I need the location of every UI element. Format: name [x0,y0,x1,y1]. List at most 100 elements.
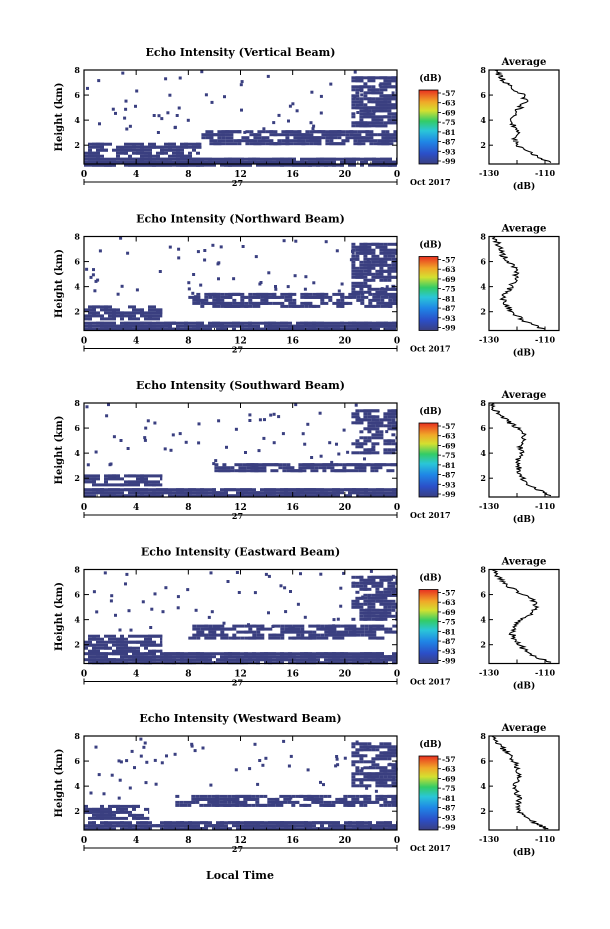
colorbar-tick-label: -81 [442,294,456,303]
average-title: Average [501,723,547,734]
colorbar-tick-label: -57 [442,755,456,764]
x-tick-label: 16 [286,670,299,680]
y-tick-label: 4 [74,115,80,125]
colorbar-tick-label: -63 [442,432,456,441]
x-tick-label: 0 [394,503,400,513]
colorbar-tick-label: -75 [442,618,456,627]
x-tick-label: 20 [339,170,352,180]
colorbar-tick-label: -93 [442,314,456,323]
x-tick-label: 8 [185,836,191,846]
x-tick-label: 12 [234,337,247,347]
average-x-tick-label: -130 [479,668,499,678]
panel-title: Echo Intensity (Northward Beam) [136,213,345,226]
panel-3: Echo Intensity (Southward Beam)0 4 8 12 16 20… [54,379,560,525]
colorbar-tick-label: -93 [442,647,456,656]
panel-title: Echo Intensity (Southward Beam) [136,379,345,392]
colorbar-tick-label: -75 [442,285,456,294]
x-tick-label: 4 [133,503,139,513]
y-tick-label: 6 [74,257,80,267]
colorbar-tick-label: -63 [442,598,456,607]
colorbar-tick-label: -75 [442,451,456,460]
average-profile-line [489,402,552,497]
colorbar-tick-label: -57 [442,89,456,98]
colorbar-tick-label: -57 [442,422,456,431]
average-x-label: (dB) [513,681,535,692]
average-profile-line [491,735,549,830]
x-tick-label: 4 [133,836,139,846]
panel-4: Echo Intensity (Eastward Beam) 0 4 8 12 16 20 0… [54,546,560,692]
average-x-label: (dB) [513,348,535,359]
echo-field [84,70,397,167]
average-y-tick-label: 2 [480,640,486,650]
x-tick-label: 8 [185,337,191,347]
x-tick-label: 16 [286,503,299,513]
average-y-tick-label: 6 [480,257,486,267]
colorbar-tick-label: -93 [442,480,456,489]
average-frame [488,69,560,165]
y-tick-label: 6 [74,423,80,433]
y-tick-label: 8 [74,731,80,741]
x-tick-label: 8 [185,170,191,180]
x-tick-label: 8 [185,670,191,680]
x-tick-label: 20 [339,670,352,680]
y-tick-label: 4 [74,282,80,292]
panel-2: Echo Intensity (Northward Beam)0 4 8 12 16 20… [54,213,560,359]
average-profile-line [491,235,546,330]
colorbar-tick-label: -81 [442,794,456,803]
average-x-tick-label: -110 [535,834,555,844]
x-tick-label: 0 [81,503,87,513]
average-x-label: (dB) [513,514,535,525]
average-x-tick-label: -110 [535,501,555,511]
colorbar [418,422,439,498]
average-frame [488,235,560,332]
colorbar-tick-label: -87 [442,471,456,480]
month-label: Oct 2017 [410,510,451,520]
average-y-tick-label: 8 [480,398,486,408]
x-tick-label: 0 [81,170,87,180]
y-axis-label: Height (km) [54,249,65,318]
average-x-tick-label: -130 [479,335,499,345]
month-label: Oct 2017 [410,843,451,853]
colorbar-tick-label: -63 [442,765,456,774]
colorbar [418,256,439,331]
colorbar-tick-label: -99 [442,490,456,499]
y-tick-label: 6 [74,756,80,766]
colorbar-unit: (dB) [419,406,441,417]
panel-title: Echo Intensity (Westward Beam) [139,712,341,725]
panel-1: Echo Intensity (Vertical Beam) 0 4 8 12 16 20 0… [54,46,560,192]
colorbar-tick-label: -81 [442,128,456,137]
y-tick-label: 4 [74,781,80,791]
average-title: Average [501,57,547,68]
colorbar-tick-label: -81 [442,461,456,470]
y-tick-label: 4 [74,448,80,458]
y-axis-label: Height (km) [54,582,65,651]
colorbar-tick-label: -57 [442,256,456,265]
colorbar-tick-label: -99 [442,657,456,666]
colorbar-tick-label: -93 [442,813,456,822]
x-tick-label: 12 [234,170,247,180]
x-tick-label: 20 [339,836,352,846]
y-tick-label: 2 [74,806,80,816]
average-x-label: (dB) [513,181,535,192]
colorbar-tick-label: -87 [442,304,456,313]
y-tick-label: 8 [74,565,80,575]
average-title: Average [501,390,547,401]
date-label: 27 [232,178,243,188]
echo-field [84,236,397,331]
average-profile-line [491,569,552,663]
colorbar-tick-label: -63 [442,99,456,108]
average-frame [488,735,560,831]
date-label: 27 [232,678,243,688]
average-y-tick-label: 8 [480,232,486,242]
average-y-tick-label: 4 [480,282,486,292]
month-label: Oct 2017 [410,177,451,187]
x-tick-label: 12 [234,836,247,846]
panel-title: Echo Intensity (Vertical Beam) [145,46,335,59]
date-label: 27 [232,345,243,355]
average-y-tick-label: 2 [480,140,486,150]
date-label: 27 [232,844,243,854]
average-y-tick-label: 8 [480,565,486,575]
echo-field [84,737,398,831]
colorbar-tick-label: -87 [442,637,456,646]
